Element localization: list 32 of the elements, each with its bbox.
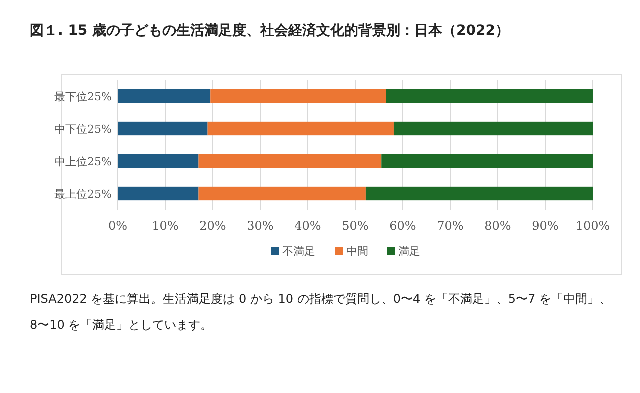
text: PISA2022 を基に算出。生活満足度は 0 から 10 の指標で質問し、0〜4 を「不満足」、5〜7 を「中間」、8〜10 を「満足」としています。 (30, 291, 613, 334)
x-tick-label: 10% (152, 219, 179, 233)
bar (210, 89, 386, 104)
legend-label: 不満足 (282, 245, 316, 258)
bar (118, 154, 199, 168)
x-tick-label: 100% (576, 219, 610, 233)
x-tick-label: 50% (342, 219, 369, 233)
bar (118, 186, 199, 201)
bar (366, 186, 593, 201)
y-tick-label: 中下位25% (54, 122, 112, 136)
x-tick-label: 30% (247, 219, 274, 233)
x-tick-label: 20% (200, 219, 226, 233)
bar (208, 122, 394, 136)
bar (382, 154, 593, 168)
y-tick-label: 最下位25% (54, 90, 112, 104)
bar (394, 122, 593, 136)
y-tick-label: 最上位25% (54, 188, 112, 201)
x-tick-label: 90% (532, 219, 559, 233)
x-tick-label: 0% (108, 219, 128, 233)
x-tick-label: 70% (437, 219, 464, 233)
chart-title: 図１. 15 歳の子どもの生活満足度、社会経済文化的背景別：日本（2022） (30, 22, 510, 40)
bar (118, 89, 211, 104)
legend-label: 中間 (346, 245, 368, 258)
x-tick-label: 80% (484, 219, 512, 233)
x-tick-label: 40% (294, 219, 322, 233)
bar (198, 186, 366, 201)
bar (118, 122, 208, 136)
bar (386, 89, 593, 104)
x-tick-label: 60% (390, 219, 416, 233)
y-tick-label: 中上位25% (54, 155, 112, 168)
legend-label: 満足 (398, 245, 420, 258)
bar (198, 154, 382, 168)
